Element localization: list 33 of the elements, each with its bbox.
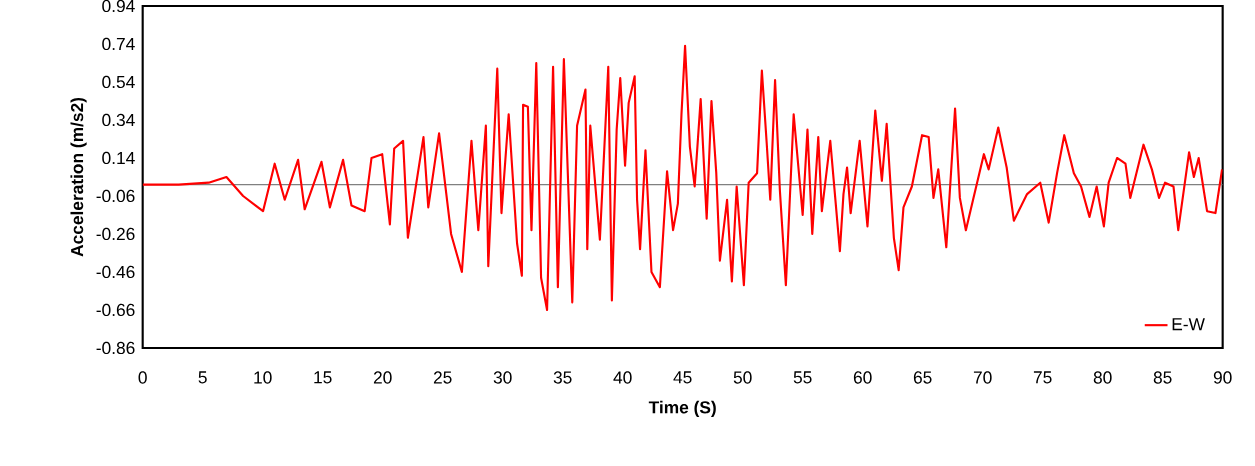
- y-tick-label: 0.34: [102, 113, 135, 127]
- x-tick-label: 60: [853, 371, 872, 384]
- y-tick-label: -0.26: [96, 227, 135, 241]
- y-tick-label: 0.94: [102, 0, 135, 13]
- legend-label: E-W: [1172, 318, 1205, 331]
- x-tick-label: 35: [553, 371, 572, 384]
- y-tick-label: -0.66: [96, 303, 135, 317]
- x-tick-label: 20: [373, 371, 392, 384]
- x-tick-label: 80: [1093, 371, 1112, 384]
- x-axis-title: Time (S): [648, 400, 716, 417]
- x-tick-label: 85: [1153, 371, 1172, 384]
- x-tick-label: 30: [493, 371, 512, 384]
- x-tick-label: 75: [1033, 371, 1052, 384]
- x-tick-label: 55: [793, 371, 812, 384]
- x-tick-label: 50: [733, 371, 752, 384]
- x-tick-label: 25: [433, 371, 452, 384]
- y-tick-label: 0.74: [102, 37, 135, 51]
- y-tick-label: 0.54: [102, 75, 135, 89]
- x-tick-label: 90: [1213, 371, 1232, 384]
- y-tick-label: -0.86: [96, 341, 135, 355]
- x-tick-label: 5: [198, 371, 207, 384]
- x-tick-label: 10: [254, 371, 272, 384]
- x-tick-label: 15: [314, 371, 332, 384]
- line-series: [142, 44, 1223, 312]
- x-tick-label: 45: [673, 371, 692, 384]
- x-tick-label: 70: [973, 371, 992, 384]
- y-tick-label: -0.06: [96, 189, 135, 203]
- x-tick-label: 0: [138, 371, 147, 384]
- y-axis-title: Acceleration (m/s2): [70, 97, 87, 257]
- y-tick-label: -0.46: [96, 265, 135, 279]
- x-tick-label: 65: [913, 371, 932, 384]
- x-tick-label: 40: [613, 371, 632, 384]
- y-tick-label: 0.14: [102, 151, 135, 165]
